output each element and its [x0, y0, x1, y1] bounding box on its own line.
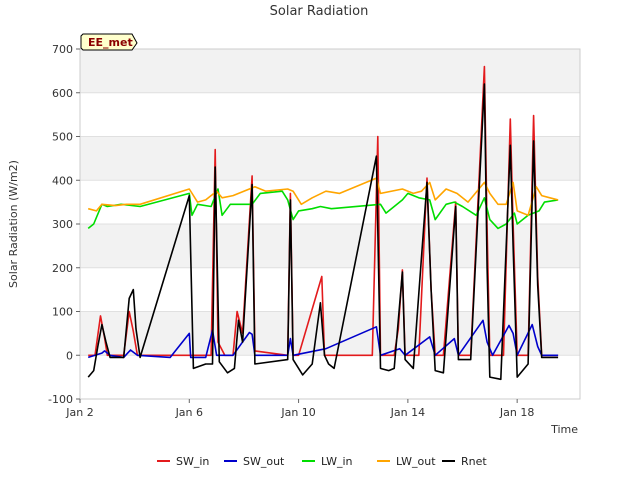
series-layer: [87, 65, 559, 381]
y-tick-label: 100: [52, 306, 73, 319]
legend-item-lw_in: LW_in: [302, 455, 353, 468]
y-tick-label: 700: [52, 43, 73, 56]
background-band: [80, 92, 580, 137]
y-tick-label: 600: [52, 87, 73, 100]
x-tick-label: Jan 10: [280, 406, 315, 419]
y-tick-label: 500: [52, 131, 73, 144]
plot-background-bands: [80, 49, 580, 399]
legend-label: SW_in: [176, 455, 209, 468]
x-axis-title: Time: [550, 423, 578, 436]
y-tick-label: 200: [52, 262, 73, 275]
x-tick-label: Jan 18: [499, 406, 534, 419]
site-label: EE_met: [88, 36, 133, 49]
chart-title: Solar Radiation: [270, 4, 369, 19]
y-tick-label: -100: [48, 393, 73, 406]
series-line-rnet: [87, 83, 559, 381]
y-tick-label: 300: [52, 218, 73, 231]
x-axis-ticks: Jan 2 Jan 6 Jan 10 Jan 14 Jan 18: [65, 399, 534, 419]
background-band: [80, 355, 580, 399]
background-band: [80, 49, 580, 93]
legend-label: LW_in: [321, 455, 353, 468]
background-band: [80, 136, 580, 181]
y-tick-label: 0: [66, 349, 73, 362]
legend-item-lw_out: LW_out: [377, 455, 436, 468]
series-line-lw_in: [87, 188, 559, 230]
legend: SW_in SW_out LW_in LW_out Rnet: [157, 455, 487, 468]
y-axis-ticks: -100 0 100 200 300 400 500 600 700: [48, 43, 80, 406]
site-label-box: EE_met: [80, 33, 138, 51]
y-axis-title: Solar Radiation (W/m2): [7, 160, 20, 288]
background-band: [80, 267, 580, 312]
legend-label: Rnet: [461, 455, 487, 468]
y-tick-label: 400: [52, 174, 73, 187]
legend-label: LW_out: [396, 455, 436, 468]
legend-item-rnet: Rnet: [442, 455, 487, 468]
x-tick-label: Jan 14: [390, 406, 425, 419]
legend-item-sw_in: SW_in: [157, 455, 209, 468]
legend-item-sw_out: SW_out: [224, 455, 285, 468]
x-tick-label: Jan 2: [65, 406, 93, 419]
legend-label: SW_out: [243, 455, 285, 468]
x-tick-label: Jan 6: [175, 406, 203, 419]
background-band: [80, 224, 580, 268]
